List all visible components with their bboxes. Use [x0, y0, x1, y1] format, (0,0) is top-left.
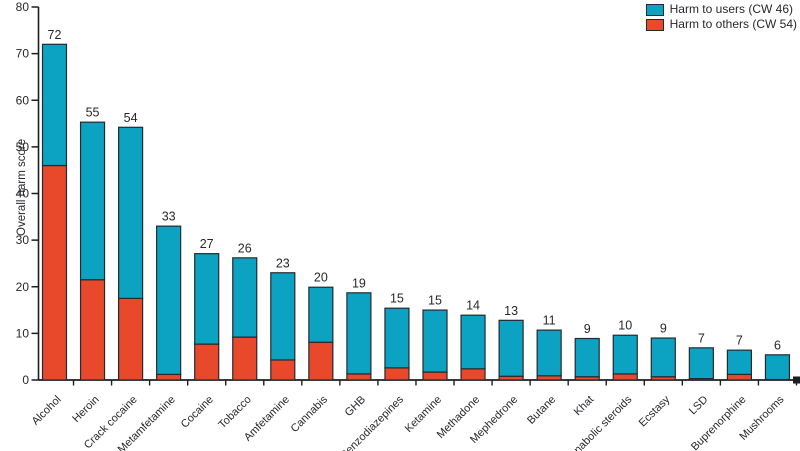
bar-segment-harm-to-others	[156, 373, 182, 381]
bar-segment-harm-to-others	[346, 373, 372, 381]
y-tick-label: 10	[16, 326, 30, 340]
x-category-label: Khat	[572, 394, 596, 418]
bar-segment-harm-to-users	[422, 309, 448, 373]
x-category-label: Cocaine	[179, 394, 216, 431]
bar-segment-harm-to-others	[270, 359, 296, 381]
bar-segment-harm-to-users	[384, 307, 410, 369]
bar-value-label: 27	[200, 237, 214, 251]
y-tick-label: 0	[22, 373, 29, 387]
y-tick-label: 70	[16, 47, 30, 61]
x-category-label: GHB	[343, 394, 368, 419]
bar-segment-harm-to-others	[422, 371, 448, 381]
bar-segment-harm-to-users	[308, 286, 334, 343]
bar-value-label: 7	[698, 331, 705, 345]
x-category-label: Ecstasy	[637, 393, 673, 429]
legend-item-harm-to-users: Harm to users (CW 46)	[645, 2, 797, 16]
bar-segment-harm-to-users	[650, 337, 676, 378]
bar-segment-harm-to-users	[41, 43, 68, 167]
bar-segment-harm-to-users	[764, 354, 791, 381]
bar-segment-harm-to-users	[156, 225, 182, 376]
bar-segment-harm-to-users	[498, 319, 524, 377]
bar-segment-harm-to-others	[536, 375, 562, 381]
bar-value-label: 23	[276, 256, 290, 270]
bar-segment-harm-to-users	[270, 272, 296, 361]
bar-value-label: 6	[774, 338, 781, 352]
bar-segment-harm-to-others	[384, 367, 410, 381]
bar-value-label: 9	[660, 322, 667, 336]
bar-value-label: 7	[736, 334, 743, 348]
y-tick-label: 50	[16, 140, 30, 154]
bar-value-label: 19	[352, 276, 366, 290]
bar-value-label: 11	[543, 314, 556, 328]
legend-item-harm-to-others: Harm to others (CW 54)	[645, 17, 797, 31]
bar-value-label: 55	[86, 106, 100, 120]
bar-value-label: 13	[504, 304, 518, 318]
x-category-label: Alcohol	[30, 394, 64, 428]
bar-segment-harm-to-users	[194, 253, 220, 345]
x-category-label: Benzodiazepines	[338, 393, 406, 451]
bar-segment-harm-to-users	[574, 337, 600, 378]
legend-label-others: Harm to others (CW 54)	[669, 17, 797, 31]
bar-value-label: 54	[124, 111, 138, 125]
bar-segment-harm-to-others	[460, 368, 486, 381]
x-category-label: Heroin	[70, 394, 101, 425]
bar-segment-harm-to-others	[726, 373, 753, 381]
y-tick-label: 40	[16, 187, 30, 201]
bar-value-label: 14	[466, 299, 480, 313]
bar-value-label: 15	[390, 292, 404, 306]
bar-value-label: 33	[162, 210, 176, 224]
bar-value-label: 26	[238, 241, 252, 255]
y-tick-label: 60	[16, 93, 30, 107]
x-category-label: LSD	[687, 394, 711, 418]
bar-value-label: 15	[428, 294, 442, 308]
bar-segment-harm-to-others	[79, 279, 106, 381]
bar-segment-harm-to-users	[612, 334, 638, 375]
bar-segment-harm-to-users	[688, 347, 714, 380]
bar-segment-harm-to-users	[79, 121, 106, 281]
bar-segment-harm-to-users	[346, 292, 372, 375]
x-category-label: Cannabis	[289, 393, 331, 435]
bar-segment-harm-to-users	[536, 329, 562, 377]
bar-value-label: 20	[314, 271, 328, 285]
bar-segment-harm-to-others	[612, 373, 638, 381]
bar-segment-harm-to-users	[726, 349, 753, 376]
x-category-label: Anabolic steroids	[567, 393, 635, 451]
bar-value-label: 9	[584, 322, 591, 336]
y-axis-title: Overall harm score	[16, 138, 28, 236]
legend-swatch-users-icon	[645, 3, 664, 16]
y-tick-label: 80	[16, 0, 30, 14]
bar-value-label: 72	[48, 28, 62, 42]
bar-segment-harm-to-others	[117, 297, 144, 381]
legend: Harm to users (CW 46) Harm to others (CW…	[645, 2, 797, 31]
x-category-label: Tobacco	[216, 394, 253, 431]
y-tick-label: 20	[16, 280, 30, 294]
bar-segment-harm-to-users	[232, 257, 258, 338]
axis-end-marker	[793, 376, 800, 384]
legend-label-users: Harm to users (CW 46)	[669, 2, 793, 16]
x-category-label: Butane	[525, 394, 558, 427]
bar-segment-harm-to-others	[232, 336, 258, 381]
bar-segment-harm-to-users	[117, 126, 144, 300]
bar-segment-harm-to-others	[194, 343, 220, 381]
bar-segment-harm-to-others	[41, 164, 68, 381]
y-tick-label: 30	[16, 233, 30, 247]
legend-swatch-others-icon	[645, 18, 664, 31]
bar-value-label: 10	[618, 319, 632, 333]
bar-segment-harm-to-users	[460, 314, 486, 370]
bar-segment-harm-to-others	[308, 341, 334, 381]
